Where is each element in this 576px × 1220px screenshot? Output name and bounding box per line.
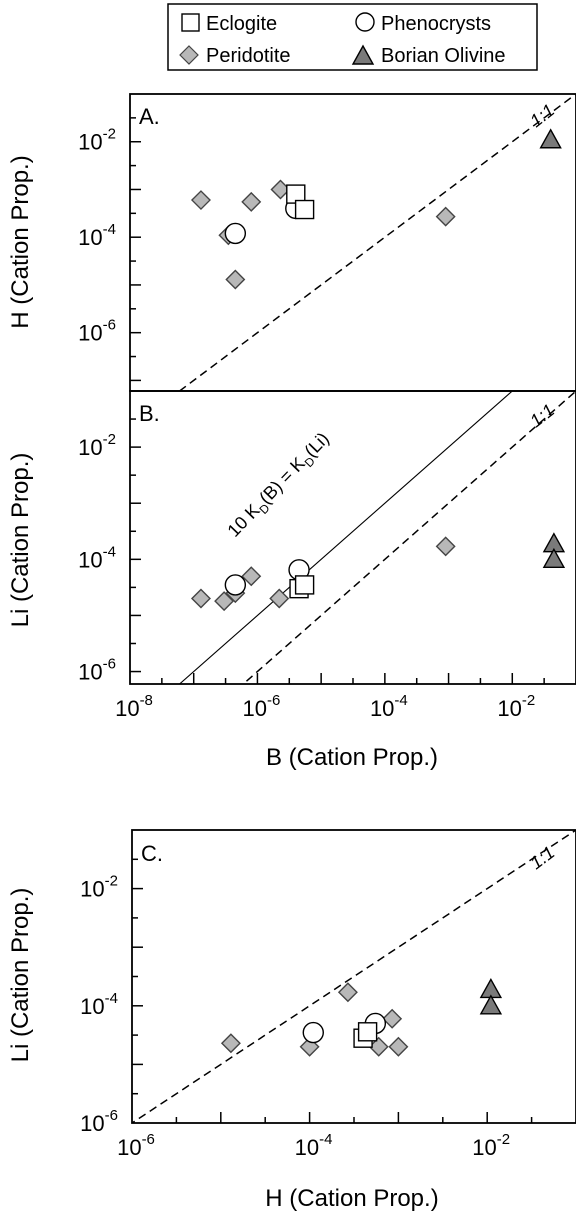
legend-label-eclogite: Eclogite (206, 13, 277, 35)
point-peridotite (382, 1008, 403, 1029)
legend-marker-borian-olivine (351, 44, 375, 65)
panel-b-y-axis-label: Li (Cation Prop.) (7, 453, 34, 628)
panel-c-y-axis-label: Li (Cation Prop.) (7, 888, 34, 1063)
y-tick-label: 10-6 (78, 656, 116, 685)
point-peridotite (269, 588, 290, 609)
point-phenocrysts (224, 574, 247, 596)
y-tick-label: 10-2 (78, 126, 116, 155)
x-tick-label: 10-4 (370, 692, 408, 721)
point-phenocrysts (224, 222, 247, 245)
legend-marker-phenocrysts (355, 12, 375, 32)
point-peridotite (214, 591, 235, 612)
point-peridotite (190, 588, 211, 609)
legend-label-phenocrysts: Phenocrysts (381, 13, 491, 35)
panel-a-label: A. (139, 104, 160, 129)
point-peridotite (241, 566, 262, 587)
point-peridotite (190, 190, 211, 211)
panel-c-line-label: 1:1 (526, 842, 558, 873)
y-tick-label: 10-2 (78, 431, 116, 460)
panel-b-frame (129, 390, 576, 685)
point-peridotite (241, 191, 262, 212)
panel-a-y-axis-label: H (Cation Prop.) (7, 155, 34, 328)
panel-c-ticks (132, 858, 533, 1123)
point-peridotite (388, 1036, 409, 1057)
panel-a-points (190, 128, 562, 290)
panel-a-y-tick-labels: 10-6 10-4 10-2 (78, 126, 116, 346)
point-peridotite (225, 269, 246, 290)
x-tick-label: 10-2 (497, 692, 535, 721)
x-tick-label: 10-6 (117, 1131, 155, 1160)
panel-c-y-tick-labels: 10-6 10-4 10-2 (80, 873, 118, 1136)
panel-c-x-axis-label: H (Cation Prop.) (265, 1185, 438, 1212)
x-tick-label: 10-6 (243, 692, 281, 721)
legend-marker-peridotite (179, 45, 199, 65)
point-peridotite (435, 206, 456, 227)
panel-b-points (190, 532, 566, 612)
point-eclogite (294, 575, 315, 595)
panel-b-line-label: 1:1 (526, 400, 558, 431)
panel-a-frame (129, 93, 576, 392)
panel-b-ticks (130, 418, 545, 684)
legend-label-borian-olivine: Borian Olivine (381, 45, 506, 67)
panel-b-y-tick-labels: 10-6 10-4 10-2 (78, 431, 116, 684)
point-peridotite (435, 536, 456, 557)
y-tick-label: 10-4 (78, 543, 116, 572)
y-tick-label: 10-6 (80, 1107, 118, 1136)
y-tick-label: 10-2 (80, 873, 118, 902)
panel-c-points (220, 978, 503, 1057)
y-tick-label: 10-4 (78, 221, 116, 250)
panel-b-kd-line-label: 10 KD(B) = KD(Li) (223, 428, 335, 543)
x-tick-label: 10-4 (295, 1131, 333, 1160)
panel-b-label: B. (139, 401, 160, 426)
panel-c-x-tick-labels: 10-6 10-4 10-2 (117, 1131, 510, 1160)
legend-marker-eclogite (181, 13, 200, 32)
x-tick-label: 10-8 (115, 692, 153, 721)
panel-b-reflines (178, 391, 576, 684)
legend-label-peridotite: Peridotite (206, 45, 291, 67)
point-eclogite (357, 1022, 378, 1042)
panel-a-ticks (130, 117, 141, 382)
point-peridotite (220, 1033, 241, 1054)
point-borian-olivine (479, 994, 503, 1015)
y-tick-label: 10-6 (78, 317, 116, 346)
point-phenocrysts (302, 1021, 324, 1044)
point-borian-olivine (542, 547, 566, 569)
panel-b-x-tick-labels: 10-8 10-6 10-4 10-2 (115, 692, 535, 721)
point-borian-olivine (539, 128, 562, 149)
panel-c: 10-6 10-4 10-2 10-6 10-4 10-2 C. 1:1 Li (Cat… (7, 829, 576, 1212)
point-peridotite (337, 982, 358, 1003)
x-tick-label: 10-2 (472, 1131, 510, 1160)
legend: Eclogite Phenocrysts Peridotite Borian O… (167, 3, 538, 71)
panel-a-line-label: 1:1 (526, 100, 558, 131)
legend-box (167, 3, 538, 71)
panel-b-x-axis-label: B (Cation Prop.) (266, 744, 438, 771)
panel-c-label: C. (141, 841, 163, 866)
point-eclogite (294, 199, 315, 220)
kd-ratio-line (178, 391, 514, 684)
y-tick-label: 10-4 (80, 990, 118, 1019)
